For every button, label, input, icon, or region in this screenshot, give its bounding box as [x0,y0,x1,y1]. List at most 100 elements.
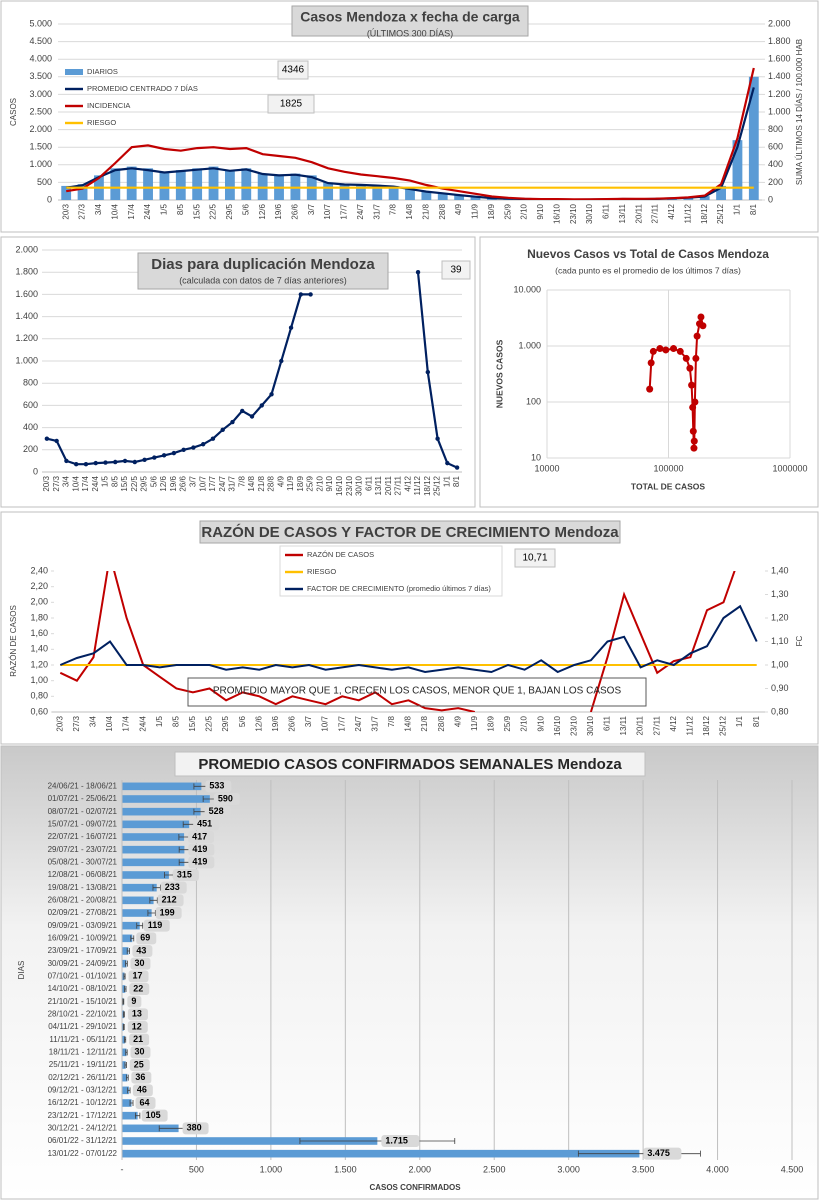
error-bar [126,1074,129,1081]
point [269,392,274,397]
x-tick-label: 8/5 [110,475,119,487]
point [191,445,196,450]
value-label-box [213,793,240,805]
x-tick-label: 29/5 [140,475,149,491]
y-tick-label: 2.000 [15,244,38,254]
y-tick-label: 1.000 [29,159,52,169]
point [83,462,89,467]
point [288,325,294,330]
y-axis-label: RAZÓN DE CASOS [9,605,18,677]
y-tick-label: 1,20 [30,659,48,669]
x-tick-label: 1/1 [733,203,742,215]
value-label: 105 [146,1110,161,1120]
bar [77,184,88,200]
x-tick-label: 27/11 [652,715,661,735]
x-tick-label: 31/7 [372,203,381,219]
x-tick-label: 23/10 [569,715,578,736]
x-tick-label: 14/8 [404,715,413,731]
y-tick-label: 5.000 [29,18,52,28]
point [676,347,684,355]
y-tick-label: 24/06/21 - 18/06/21 [48,781,118,790]
point [415,270,421,275]
y-tick-label: 0,80 [30,691,48,701]
bar [122,883,157,892]
y-tick-label: 200 [23,444,38,454]
x-tick-label: 17/4 [122,715,131,731]
bar [175,170,186,200]
y-tick-label: 0,80 [771,706,789,716]
y-tick-label: 400 [768,159,783,169]
x-tick-label: 8/1 [452,475,461,487]
y-tick-label: 07/10/21 - 01/10/21 [48,971,118,980]
value-label-box [381,1135,420,1147]
value-label: 451 [197,819,212,829]
error-bar [122,1024,125,1030]
y-tick-label: 2.500 [29,106,52,116]
value-label-box [129,1059,150,1071]
bar [405,188,415,200]
bar [122,1061,126,1069]
error-bar [125,1049,128,1056]
value-label-box [127,995,142,1008]
value-label-box [643,1147,682,1160]
x-tick-label: 2/10 [520,203,529,219]
value-label-box [131,1071,152,1084]
y-tick-label: 30/09/21 - 24/09/21 [48,959,118,968]
y-tick-label: 0 [47,194,52,204]
y-tick-label: 14/10/21 - 08/10/21 [48,984,118,993]
point [152,455,157,460]
y-tick-label: 1,80 [30,612,48,622]
legend-swatch [65,121,83,125]
x-tick-label: 100000 [653,463,683,473]
x-tick-label: 13/11 [619,715,628,735]
annotation: 39 [450,265,462,276]
bar [61,185,72,200]
value-label: 12 [132,1021,142,1031]
y-tick-label: 21/10/21 - 15/10/21 [48,997,118,1006]
value-label-box [135,1097,156,1109]
y-tick-label: 28/10/21 - 22/10/21 [48,1009,118,1018]
value-label-box [130,957,151,970]
y-tick-label: 15/07/21 - 09/07/21 [48,819,118,828]
y-tick-label: 400 [23,422,38,432]
legend-swatch [65,69,83,75]
x-tick-label: 9/10 [536,203,545,219]
point [73,462,79,467]
x-tick-label: 9/10 [325,475,334,491]
x-tick-label: 24/4 [143,203,152,219]
y-axis-label: NUEVOS CASOS [494,339,504,408]
chart-subtitle: (cada punto es el promedio de los último… [555,265,741,275]
x-tick-label: 21/8 [420,715,429,731]
bar [208,166,219,200]
y-tick-label: 200 [768,177,783,187]
x-tick-label: 20/3 [55,715,64,731]
y-tick-label: 30/12/21 - 24/12/21 [48,1123,118,1132]
x-tick-label: 24/4 [91,475,100,491]
bar [122,795,210,803]
x-tick-label: 27/3 [78,203,87,219]
value-label: 119 [148,920,163,930]
y-tick-label: 1.600 [768,54,791,64]
y-tick-label: 26/08/21 - 20/08/21 [48,895,118,904]
value-label: 212 [162,895,177,905]
x-tick-label: 12/6 [258,203,267,219]
y-tick-label: 1,40 [30,644,48,654]
y-tick-label: 10.000 [513,284,541,294]
y-tick-label: 0,90 [771,683,789,693]
bar [241,168,252,200]
legend-swatch [285,553,303,557]
note-box [187,677,647,707]
value-label: 3.475 [647,1148,670,1158]
error-bar [299,1138,456,1144]
bar [122,972,125,981]
y-tick-label: 3.000 [29,89,52,99]
x-tick-label: 29/5 [221,715,230,731]
chart-title: RAZÓN DE CASOS Y FACTOR DE CRECIMIENTO M… [201,523,619,541]
x-tick-label: 17/7 [337,715,346,731]
value-label: 69 [140,933,150,943]
bar [122,1035,126,1044]
point [64,458,69,464]
chart-title: Casos Mendoza x fecha de carga [300,9,520,25]
x-tick-label: 20/3 [61,203,70,219]
y-tick-label: 1.500 [29,142,52,152]
